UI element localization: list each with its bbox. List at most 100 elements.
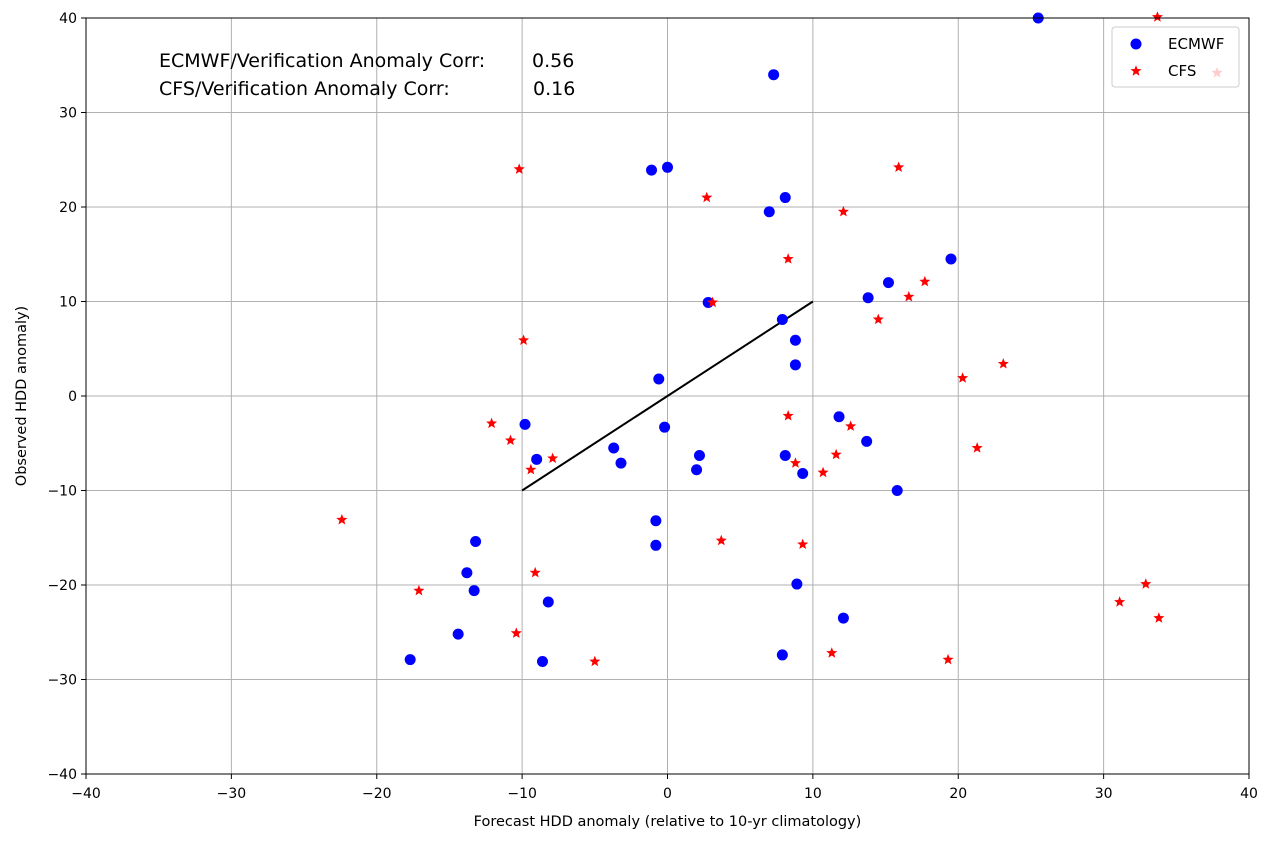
cfs-point xyxy=(942,653,954,665)
x-tick-label: 0 xyxy=(663,786,672,802)
ecmwf-point xyxy=(789,334,801,346)
legend-ecmwf-label: ECMWF xyxy=(1168,35,1224,53)
x-tick-label: −20 xyxy=(362,786,392,802)
ecmwf-point xyxy=(693,450,705,462)
ecmwf-point xyxy=(470,536,482,548)
ecmwf-point xyxy=(791,578,803,590)
cfs-point xyxy=(997,358,1009,369)
x-axis-label: Forecast HDD anomaly (relative to 10-yr … xyxy=(474,814,862,830)
ecmwf-point xyxy=(659,421,671,433)
annotation-ecmwf-label: ECMWF/Verification Anomaly Corr: xyxy=(159,50,485,72)
cfs-point xyxy=(547,452,559,464)
x-tick-label: −30 xyxy=(217,786,247,802)
axis-ticks: −40 −30 −20 −10 0 10 20 30 40 −40 −30 −20 −10 0 10 20 30… xyxy=(47,11,1257,802)
reference-line-group xyxy=(521,300,814,492)
cfs-point xyxy=(971,442,983,453)
x-tick-label: 10 xyxy=(804,786,822,802)
ecmwf-point xyxy=(691,464,703,476)
ecmwf-point xyxy=(861,435,873,447)
cfs-point xyxy=(1114,596,1126,607)
cfs-point xyxy=(837,205,849,217)
cfs-point xyxy=(782,253,794,264)
x-tick-label: 20 xyxy=(949,786,967,802)
ecmwf-point xyxy=(608,442,620,454)
legend-cfs-marker xyxy=(1130,65,1142,76)
ecmwf-point xyxy=(646,164,658,176)
cfs-point xyxy=(336,514,348,525)
y-tick-label: −10 xyxy=(47,484,77,500)
y-tick-label: 20 xyxy=(59,200,77,216)
ecmwf-point xyxy=(461,567,473,579)
cfs-point xyxy=(789,457,801,468)
ecmwf-point xyxy=(615,457,627,469)
y-tick-label: 30 xyxy=(59,106,77,122)
y-tick-label: 40 xyxy=(59,11,77,27)
ecmwf-point xyxy=(862,292,874,304)
cfs-point xyxy=(893,161,905,172)
ecmwf-point xyxy=(531,453,543,465)
ecmwf-point xyxy=(768,69,780,81)
cfs-point xyxy=(701,191,713,203)
cfs-point xyxy=(817,466,829,478)
ecmwf-point xyxy=(776,649,788,661)
cfs-point xyxy=(1151,11,1163,22)
ecmwf-point xyxy=(833,411,845,423)
cfs-point xyxy=(510,627,522,638)
ecmwf-point xyxy=(468,585,480,597)
ecmwf-point xyxy=(891,485,903,496)
cfs-point xyxy=(872,313,884,325)
annotation-ecmwf-value: 0.56 xyxy=(532,50,574,72)
legend: ECMWF CFS xyxy=(1111,26,1240,88)
y-tick-label: 0 xyxy=(68,389,77,405)
cfs-point xyxy=(830,448,842,460)
ecmwf-point xyxy=(776,313,788,325)
ecmwf-point xyxy=(650,515,662,527)
cfs-point xyxy=(589,655,601,667)
ecmwf-point xyxy=(779,192,791,204)
cfs-point xyxy=(486,417,498,429)
cfs-point xyxy=(845,420,857,431)
ecmwf-point xyxy=(542,596,554,608)
cfs-point xyxy=(1153,612,1165,623)
cfs-point xyxy=(504,434,517,446)
cfs-point xyxy=(513,163,525,174)
ecmwf-point xyxy=(519,418,531,430)
cfs-point xyxy=(957,372,969,383)
ecmwf-point xyxy=(536,656,548,668)
ecmwf-point xyxy=(837,612,849,624)
y-tick-label: −30 xyxy=(47,673,77,689)
x-tick-label: 30 xyxy=(1095,786,1113,802)
ecmwf-point xyxy=(653,373,665,385)
legend-cfs-label: CFS xyxy=(1168,62,1196,80)
x-tick-label: 40 xyxy=(1240,786,1258,802)
ecmwf-point xyxy=(452,628,464,640)
ecmwf-point xyxy=(650,539,662,551)
x-tick-label: −40 xyxy=(71,786,101,802)
ecmwf-point xyxy=(404,654,416,666)
ecmwf-point xyxy=(779,450,791,462)
y-tick-label: −40 xyxy=(47,767,77,783)
cfs-point xyxy=(707,296,719,308)
cfs-point xyxy=(715,534,727,546)
ecmwf-point xyxy=(882,277,894,289)
y-tick-label: −20 xyxy=(47,578,77,594)
cfs-point xyxy=(525,463,537,475)
cfs-point xyxy=(413,584,425,596)
ecmwf-point xyxy=(789,359,801,371)
y-tick-label: 10 xyxy=(59,295,77,311)
legend-frame xyxy=(1111,26,1240,88)
ecmwf-point xyxy=(662,161,673,173)
ecmwf-point xyxy=(797,467,809,479)
data-points xyxy=(336,11,1223,668)
y-axis-label: Observed HDD anomaly) xyxy=(14,306,30,486)
ecmwf-point xyxy=(945,253,957,265)
cfs-point xyxy=(797,538,809,550)
annotation-cfs-label: CFS/Verification Anomaly Corr: xyxy=(159,78,450,100)
ecmwf-point xyxy=(763,206,775,218)
cfs-point xyxy=(529,566,541,578)
cfs-point xyxy=(903,290,915,302)
reference-line xyxy=(521,300,814,492)
x-tick-label: −10 xyxy=(507,786,537,802)
annotation-cfs-value: 0.16 xyxy=(533,78,575,100)
